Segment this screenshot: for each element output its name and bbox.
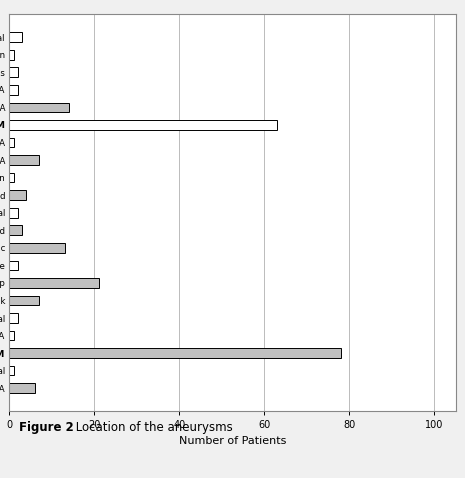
Bar xyxy=(9,383,35,393)
Text: Figure 2: Figure 2 xyxy=(19,421,73,435)
Bar xyxy=(9,103,69,112)
Bar xyxy=(9,50,13,60)
Bar xyxy=(9,348,341,358)
Bar xyxy=(9,366,13,376)
Bar xyxy=(9,243,65,253)
Bar xyxy=(9,208,18,217)
Bar xyxy=(9,120,277,130)
Bar xyxy=(9,261,18,270)
Bar xyxy=(9,190,27,200)
Bar xyxy=(9,173,13,183)
Bar xyxy=(9,138,13,147)
Bar xyxy=(9,278,99,288)
X-axis label: Number of Patients: Number of Patients xyxy=(179,435,286,445)
Bar xyxy=(9,67,18,77)
Text: Figure 2 Location of the aneurysms: Figure 2 Location of the aneurysms xyxy=(19,421,227,435)
Bar xyxy=(9,155,39,165)
Text: Location of the aneurysms: Location of the aneurysms xyxy=(72,421,233,435)
Bar xyxy=(9,295,39,305)
Bar xyxy=(9,331,13,340)
Bar xyxy=(9,313,18,323)
Bar xyxy=(9,33,22,42)
Bar xyxy=(9,226,22,235)
Bar xyxy=(9,85,18,95)
